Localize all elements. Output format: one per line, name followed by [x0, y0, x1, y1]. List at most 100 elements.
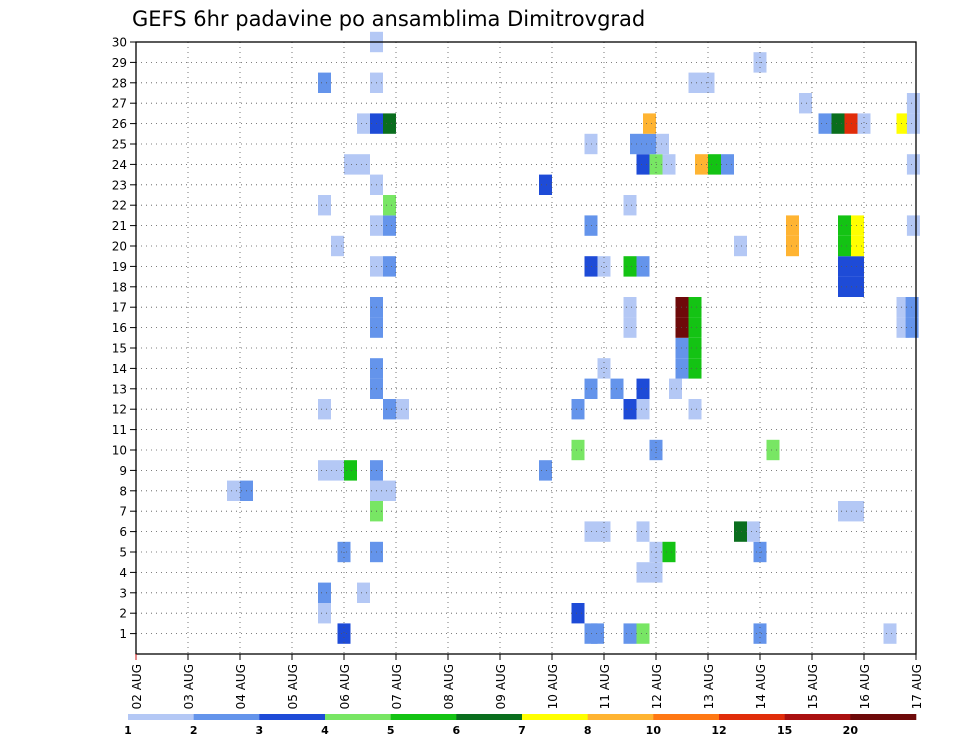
y-tick-label: 26 — [112, 117, 127, 131]
heatmap-cell — [656, 133, 669, 155]
heatmap-cell — [906, 154, 920, 175]
colorbar-swatch — [128, 714, 194, 720]
heatmap-cell — [539, 174, 552, 195]
heatmap-cell — [753, 623, 767, 644]
x-tick-label: 17 AUG — [910, 664, 924, 709]
x-tick-label: 11 AUG — [598, 664, 612, 709]
y-tick-label: 9 — [119, 464, 127, 478]
heatmap-cell — [623, 297, 637, 318]
y-tick-label: 24 — [112, 158, 127, 172]
y-tick-label: 16 — [112, 321, 127, 335]
colorbar-label: 8 — [584, 724, 592, 737]
y-tick-label: 19 — [112, 260, 127, 274]
heatmap-cell — [331, 460, 344, 481]
colorbar-swatch — [653, 714, 720, 720]
heatmap-cell — [734, 235, 747, 257]
heatmap-cell — [318, 460, 331, 481]
heatmap-cell — [383, 113, 396, 134]
chart-title: GEFS 6hr padavine po ansamblima Dimitrov… — [132, 7, 645, 31]
x-tick-label: 08 AUG — [442, 664, 456, 709]
heatmap-cell — [688, 297, 702, 318]
y-tick-label: 5 — [119, 546, 127, 560]
y-tick-label: 30 — [112, 36, 127, 50]
y-tick-label: 23 — [112, 178, 127, 192]
x-tick-label: 02 AUG — [130, 664, 144, 709]
heatmap-cell — [906, 93, 920, 114]
colorbar-swatch — [456, 714, 523, 720]
heatmap-cell — [766, 439, 780, 461]
colorbar-swatch — [850, 714, 917, 720]
x-tick-label: 13 AUG — [702, 664, 716, 709]
heatmap-cell — [734, 521, 747, 542]
heatmap-cell — [799, 93, 812, 114]
y-tick-label: 3 — [119, 586, 127, 600]
heatmap-cell — [851, 256, 864, 277]
x-tick-label: 10 AUG — [546, 664, 560, 709]
y-tick-label: 17 — [112, 301, 127, 315]
heatmap-cell — [227, 480, 240, 501]
heatmap-cell — [357, 113, 370, 134]
heatmap-cell — [396, 399, 409, 420]
heatmap-cell — [337, 623, 351, 644]
heatmap-cell — [318, 72, 331, 93]
heatmap-cell — [539, 460, 552, 481]
heatmap-cell — [597, 256, 611, 277]
heatmap-cell — [571, 399, 585, 420]
colorbar-swatch — [784, 714, 851, 720]
heatmap-cell — [318, 603, 331, 624]
heatmap-cell — [636, 623, 650, 644]
colorbar-label: 5 — [387, 724, 395, 737]
colorbar-label: 15 — [777, 724, 792, 737]
heatmap-cell — [623, 195, 637, 216]
y-tick-label: 10 — [112, 444, 127, 458]
heatmap-cell — [623, 256, 637, 277]
grid-lines — [136, 41, 916, 654]
y-tick-label: 4 — [119, 566, 127, 580]
heatmap-cell — [688, 337, 702, 359]
y-tick-label: 15 — [112, 342, 127, 356]
x-tick-label: 06 AUG — [338, 664, 352, 709]
colorbar-label: 20 — [843, 724, 859, 737]
heatmap-cell — [786, 215, 799, 236]
y-tick-label: 22 — [112, 199, 127, 213]
colorbar-swatch — [325, 714, 391, 720]
heatmap-cell — [851, 215, 864, 236]
x-tick-label: 05 AUG — [286, 664, 300, 709]
colorbar-swatch — [587, 714, 654, 720]
heatmap-cell — [708, 154, 721, 175]
heatmap-cell — [688, 72, 702, 93]
heatmap-cell — [905, 317, 919, 338]
heatmap-cell — [838, 215, 851, 236]
heatmap-cell — [331, 235, 344, 257]
x-axis: 02 AUG 03 AUG 04 AUG 05 AUG 06 AUG 07 AUG 08 A… — [130, 654, 924, 709]
heatmap-cell — [721, 154, 734, 175]
heatmap-cell — [318, 195, 331, 216]
y-tick-label: 7 — [119, 505, 127, 519]
y-tick-label: 11 — [112, 423, 127, 437]
heatmap-cell — [906, 113, 920, 134]
heatmap-cell — [383, 256, 396, 277]
colorbar-label: 1 — [124, 724, 132, 737]
heatmap-cell — [818, 113, 832, 134]
colorbar-label: 3 — [256, 724, 264, 737]
heatmap-cell — [669, 378, 682, 399]
y-tick-label: 28 — [112, 76, 127, 90]
heatmap-cell — [344, 460, 357, 481]
heatmap-cell — [344, 154, 357, 175]
heatmap-cell — [838, 276, 851, 297]
heatmap-cell — [831, 113, 845, 134]
heatmap-cell — [838, 501, 851, 522]
heatmap-cell — [838, 235, 851, 257]
colorbar-label: 4 — [321, 724, 329, 737]
heatmap-cell — [838, 256, 851, 277]
colorbar-swatch — [390, 714, 457, 720]
heatmap-cell — [688, 317, 702, 338]
heatmap-cell — [636, 256, 650, 277]
x-tick-label: 04 AUG — [234, 664, 248, 709]
y-tick-label: 18 — [112, 280, 127, 294]
heatmap-cell — [636, 378, 650, 399]
y-tick-label: 14 — [112, 362, 127, 376]
heatmap-cell — [851, 276, 864, 297]
heatmap-cell — [851, 501, 864, 522]
heatmap-cell — [383, 195, 396, 216]
